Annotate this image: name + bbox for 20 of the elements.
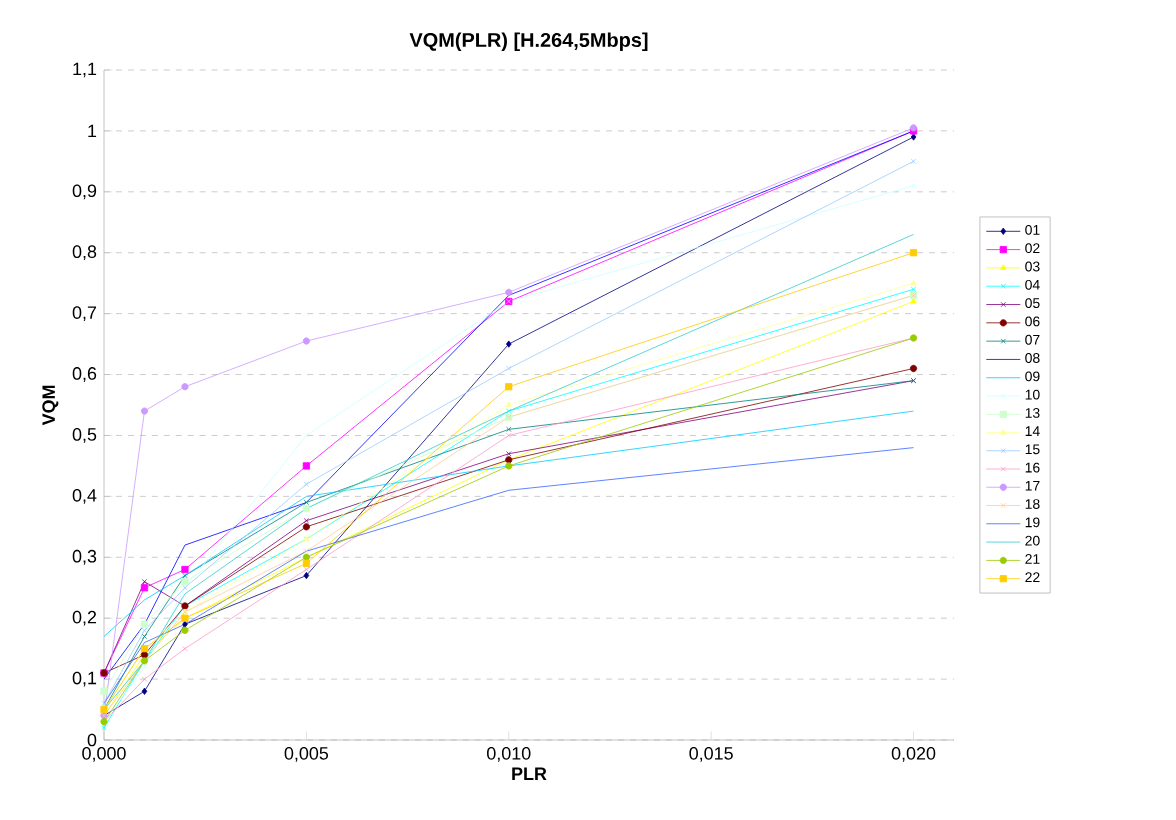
y-tick-label: 0,7 xyxy=(72,306,97,322)
y-tick-label: 0 xyxy=(87,733,97,747)
y-tick-label: 1,1 xyxy=(73,62,97,78)
y-tick-label: 0,2 xyxy=(72,610,97,626)
y-tick-label: 0,9 xyxy=(72,184,97,200)
y-tick-label: 0,8 xyxy=(72,245,97,261)
y-tick-label: 1 xyxy=(88,124,97,138)
x-axis-title: PLR xyxy=(512,767,547,780)
x-tick-label: 0,020 xyxy=(891,747,936,762)
x-tick-label: 0,005 xyxy=(284,747,329,762)
x-tick-label: 0,015 xyxy=(689,747,733,762)
y-tick-label: 0,4 xyxy=(72,488,97,504)
x-tick-label: 0,010 xyxy=(487,747,531,762)
y-tick-label: 0,1 xyxy=(72,671,97,687)
chart-title: VQM(PLR) [H.264,5Mbps] xyxy=(409,32,648,51)
y-tick-label: 0,3 xyxy=(72,549,97,565)
x-tick-label: 0,000 xyxy=(82,747,126,762)
y-axis-title: VQM xyxy=(42,385,59,426)
y-tick-label: 0,6 xyxy=(72,367,97,382)
y-tick-label: 0,5 xyxy=(72,428,97,443)
